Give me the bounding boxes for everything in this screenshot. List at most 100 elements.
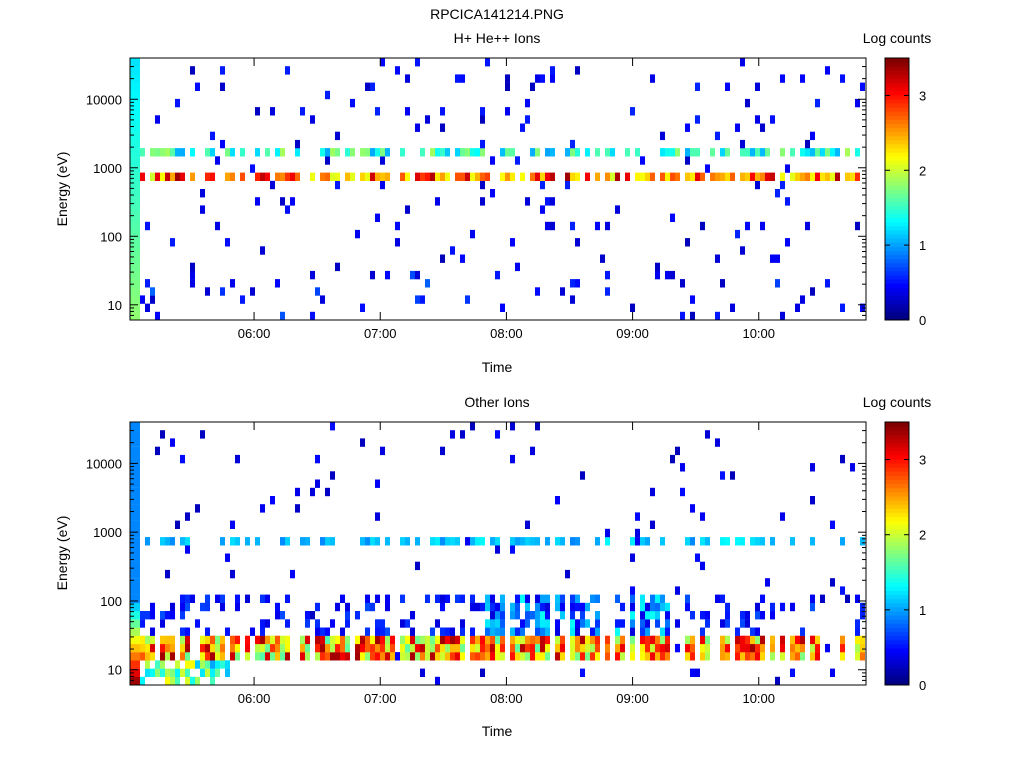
heatmap-cell <box>530 446 535 456</box>
heatmap-cell <box>295 487 300 497</box>
colorbar-step <box>885 291 909 296</box>
heatmap-cell <box>735 627 740 636</box>
heatmap-cell <box>535 537 540 546</box>
heatmap-cell <box>135 635 140 645</box>
heatmap-cell <box>560 602 565 612</box>
heatmap-cell <box>515 627 520 636</box>
heatmap-cell <box>130 295 135 304</box>
heatmap-cell <box>785 238 790 247</box>
heatmap-cell <box>705 619 710 628</box>
heatmap-cell <box>255 172 260 181</box>
heatmap-cell <box>645 635 650 645</box>
heatmap-cell <box>455 652 460 661</box>
colorbar-step <box>885 201 909 206</box>
heatmap-cell <box>735 229 740 239</box>
colorbar-step <box>885 442 909 448</box>
heatmap-cell <box>425 115 430 124</box>
heatmap-cell <box>445 148 450 157</box>
heatmap-cell <box>700 627 705 636</box>
heatmap-cell <box>515 611 520 620</box>
heatmap-cell <box>205 635 210 645</box>
heatmap-cell <box>690 635 695 645</box>
heatmap-cell <box>135 229 140 239</box>
heatmap-cell <box>825 148 830 157</box>
heatmap-cell <box>735 537 740 546</box>
heatmap-cell <box>785 197 790 206</box>
heatmap-cell <box>755 148 760 157</box>
heatmap-cell <box>570 643 575 653</box>
heatmap-cell <box>630 553 635 562</box>
colorbar-step <box>885 438 909 444</box>
heatmap-cell <box>755 643 760 653</box>
heatmap-cell <box>425 635 430 645</box>
colorbar-tick-label: 3 <box>919 453 926 468</box>
heatmap-cell <box>740 172 745 181</box>
colorbar-step <box>885 98 909 104</box>
heatmap-cell <box>450 430 455 439</box>
heatmap-cell <box>490 537 495 546</box>
colorbar-step <box>885 197 909 202</box>
heatmap-cell <box>180 635 185 645</box>
heatmap-cell <box>410 270 415 280</box>
heatmap-cell <box>235 594 240 603</box>
heatmap-cell <box>690 611 695 620</box>
heatmap-cell <box>335 643 340 653</box>
heatmap-cell <box>590 635 595 645</box>
heatmap-cell <box>445 594 450 603</box>
x-axis-ticks: 06:00 07:00 08:00 09:00 10:00 <box>238 422 775 706</box>
heatmap-cell <box>170 635 175 645</box>
heatmap-cell <box>640 602 645 612</box>
heatmap-cell <box>795 643 800 653</box>
colorbar-gradient <box>885 58 909 321</box>
heatmap-cell <box>605 172 610 181</box>
heatmap-cell <box>135 438 140 447</box>
heatmap-cell <box>135 74 140 83</box>
heatmap-cell <box>475 602 480 612</box>
heatmap-cell <box>135 254 140 263</box>
heatmap-cell <box>160 668 165 677</box>
heatmap-cell <box>425 652 430 661</box>
heatmap-cell <box>635 537 640 546</box>
heatmap-cell <box>480 197 485 206</box>
heatmap-cell <box>495 602 500 612</box>
heatmap-cell <box>830 578 835 587</box>
heatmap-cell <box>475 652 480 661</box>
heatmap-cell <box>200 189 205 198</box>
heatmap-cell <box>700 221 705 231</box>
heatmap-cell <box>605 635 610 645</box>
heatmap-cell <box>210 643 215 653</box>
heatmap-cell <box>655 262 660 272</box>
heatmap-cell <box>455 537 460 546</box>
heatmap-cell <box>555 602 560 612</box>
heatmap-cell <box>285 652 290 661</box>
heatmap-cell <box>580 602 585 612</box>
heatmap-cell <box>790 668 795 677</box>
colorbar-step <box>885 676 909 682</box>
heatmap-cell <box>225 172 230 181</box>
heatmap-cell <box>765 172 770 181</box>
heatmap-cell <box>770 115 775 124</box>
heatmap-cell <box>570 619 575 628</box>
heatmap-cell <box>785 164 790 173</box>
heatmap-cell <box>410 635 415 645</box>
heatmap-cell <box>250 287 255 296</box>
figure-title: RPCICA141214.PNG <box>430 6 564 22</box>
heatmap-cell <box>135 148 140 157</box>
heatmap-cell <box>665 148 670 157</box>
heatmap-cell <box>385 270 390 280</box>
heatmap-cell <box>475 537 480 546</box>
heatmap-cell <box>475 172 480 181</box>
heatmap-cell <box>685 172 690 181</box>
heatmap-cell <box>170 643 175 653</box>
heatmap-cell <box>435 197 440 206</box>
heatmap-cell <box>565 148 570 157</box>
heatmap-cell <box>135 131 140 141</box>
heatmap-cell <box>665 627 670 636</box>
heatmap-cell <box>455 635 460 645</box>
heatmap-cell <box>130 537 135 546</box>
colorbar-step <box>885 524 909 530</box>
heatmap-cell <box>860 635 865 645</box>
colorbar-step <box>885 635 909 641</box>
heatmap-cell <box>435 652 440 661</box>
colorbar-tick-label: 3 <box>919 88 926 103</box>
